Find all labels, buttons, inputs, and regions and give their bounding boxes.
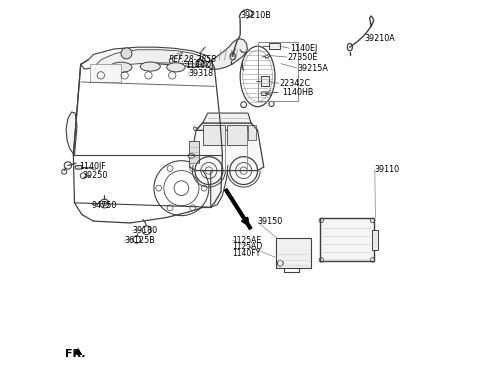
Ellipse shape [140, 62, 160, 71]
Bar [248, 125, 256, 140]
Polygon shape [261, 92, 266, 96]
Bar [269, 43, 279, 49]
Text: 39318: 39318 [188, 69, 213, 78]
Text: 36125B: 36125B [125, 236, 156, 245]
Text: 1125AE: 1125AE [233, 236, 262, 245]
Text: 27350E: 27350E [288, 52, 318, 62]
Ellipse shape [110, 62, 132, 72]
Text: REF.28-285B: REF.28-285B [168, 55, 217, 65]
Text: 1140HB: 1140HB [282, 88, 313, 97]
Bar [204, 125, 225, 145]
Polygon shape [265, 54, 270, 58]
Ellipse shape [188, 154, 194, 158]
Bar [258, 42, 298, 101]
Polygon shape [96, 50, 206, 67]
Text: 39210B: 39210B [241, 11, 272, 20]
Polygon shape [66, 112, 77, 155]
Polygon shape [75, 165, 82, 169]
Text: 94750: 94750 [92, 200, 117, 210]
Text: 1140DJ: 1140DJ [185, 61, 214, 70]
Text: 1140EJ: 1140EJ [290, 44, 317, 53]
Ellipse shape [167, 63, 185, 72]
Text: 1140FY: 1140FY [233, 249, 261, 258]
Text: 39180: 39180 [132, 226, 157, 235]
Text: 39110: 39110 [375, 165, 400, 174]
Text: 1125AD: 1125AD [233, 242, 263, 251]
Text: 39215A: 39215A [298, 63, 329, 73]
Polygon shape [207, 39, 247, 69]
Polygon shape [193, 127, 197, 130]
Bar [276, 238, 311, 268]
Text: 1140JF: 1140JF [79, 162, 106, 172]
Circle shape [121, 48, 132, 59]
Text: 39210A: 39210A [364, 34, 395, 42]
Text: FR.: FR. [65, 349, 85, 359]
Bar [320, 218, 374, 261]
Bar [190, 141, 199, 163]
Polygon shape [211, 131, 229, 207]
Bar [261, 76, 269, 86]
Polygon shape [196, 123, 258, 130]
Text: 22342C: 22342C [279, 79, 311, 88]
Bar [90, 64, 121, 82]
Text: 39250: 39250 [83, 171, 108, 180]
Bar [227, 125, 247, 145]
Polygon shape [190, 130, 264, 170]
Bar [372, 230, 378, 250]
Polygon shape [203, 113, 251, 123]
Polygon shape [81, 47, 211, 69]
Text: 39150: 39150 [258, 217, 283, 226]
